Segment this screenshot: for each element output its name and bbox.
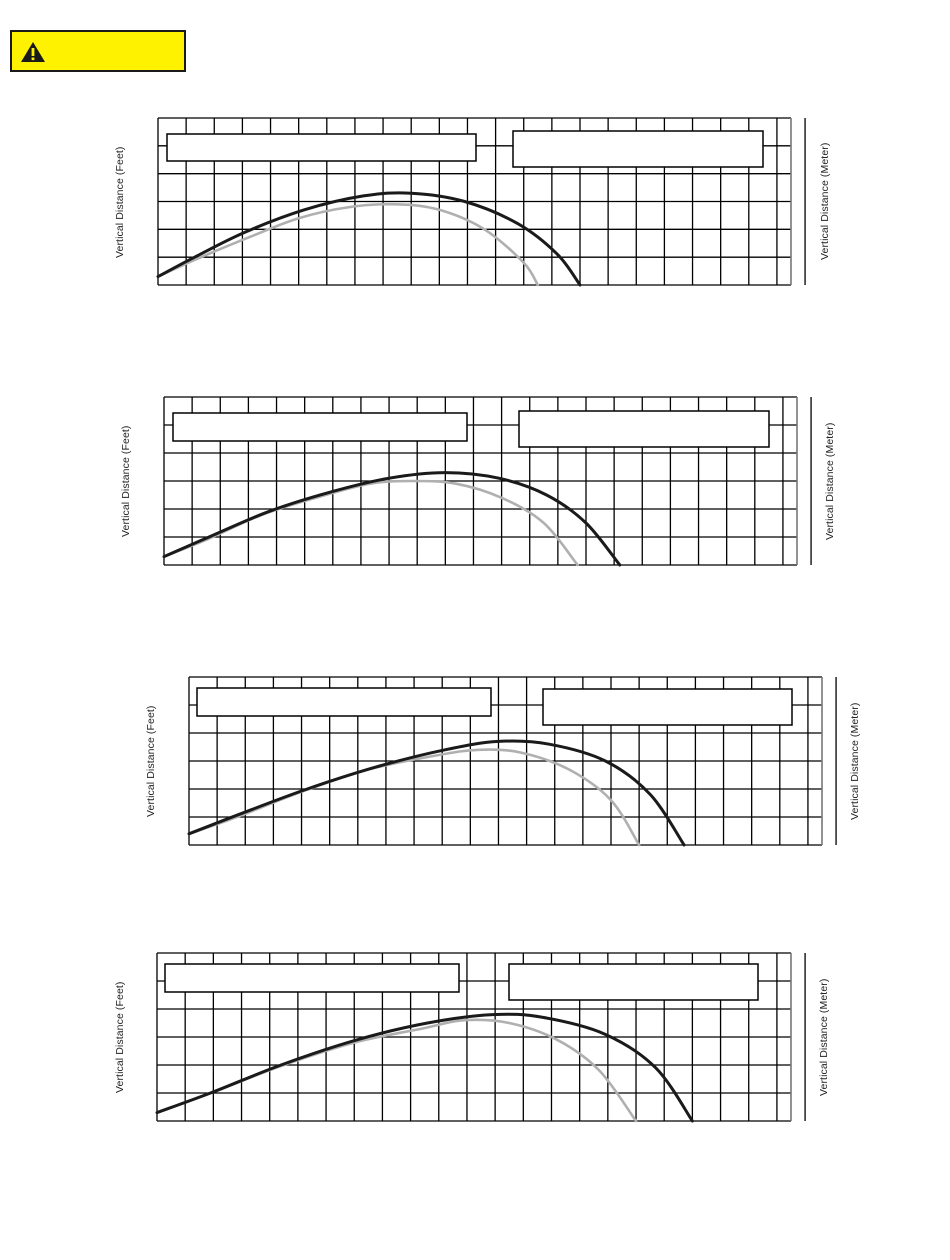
grid xyxy=(188,676,837,846)
series-line-dark xyxy=(187,739,686,847)
y-axis-label-right: Vertical Distance (Meter) xyxy=(818,978,830,1096)
warning-triangle-icon xyxy=(21,42,45,62)
label-box-1 xyxy=(164,963,460,993)
label-box-1 xyxy=(166,133,477,162)
series-line-dark xyxy=(162,471,622,567)
label-box-2 xyxy=(508,963,759,1001)
label-box-1 xyxy=(172,412,468,442)
y-axis-label-left: Vertical Distance (Feet) xyxy=(114,981,126,1093)
label-box-2 xyxy=(542,688,793,726)
label-box-2 xyxy=(512,130,764,168)
series-line-dark xyxy=(156,191,582,287)
label-box-2 xyxy=(518,410,770,448)
warning-badge xyxy=(10,30,186,72)
series-line-light xyxy=(156,202,540,287)
series-line-light xyxy=(155,1018,638,1123)
series-line-dark xyxy=(155,1012,694,1123)
label-box-1 xyxy=(196,687,492,717)
